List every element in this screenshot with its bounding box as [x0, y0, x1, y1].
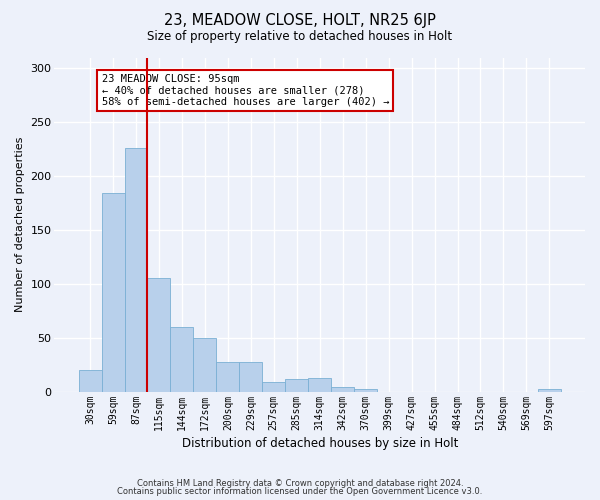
Bar: [308, 378, 331, 392]
Bar: [239, 362, 262, 392]
Text: Contains public sector information licensed under the Open Government Licence v3: Contains public sector information licen…: [118, 487, 482, 496]
Text: Contains HM Land Registry data © Crown copyright and database right 2024.: Contains HM Land Registry data © Crown c…: [137, 478, 463, 488]
Text: 23, MEADOW CLOSE, HOLT, NR25 6JP: 23, MEADOW CLOSE, HOLT, NR25 6JP: [164, 12, 436, 28]
Bar: [79, 370, 101, 392]
Bar: [193, 338, 217, 392]
Bar: [170, 328, 193, 392]
Bar: [262, 382, 285, 392]
Bar: [331, 386, 354, 392]
Text: 23 MEADOW CLOSE: 95sqm
← 40% of detached houses are smaller (278)
58% of semi-de: 23 MEADOW CLOSE: 95sqm ← 40% of detached…: [101, 74, 389, 107]
Bar: [148, 278, 170, 392]
Text: Size of property relative to detached houses in Holt: Size of property relative to detached ho…: [148, 30, 452, 43]
Bar: [538, 389, 561, 392]
Bar: [285, 379, 308, 392]
Bar: [125, 148, 148, 392]
Y-axis label: Number of detached properties: Number of detached properties: [15, 137, 25, 312]
Bar: [217, 362, 239, 392]
Bar: [101, 194, 125, 392]
Bar: [354, 389, 377, 392]
X-axis label: Distribution of detached houses by size in Holt: Distribution of detached houses by size …: [182, 437, 458, 450]
